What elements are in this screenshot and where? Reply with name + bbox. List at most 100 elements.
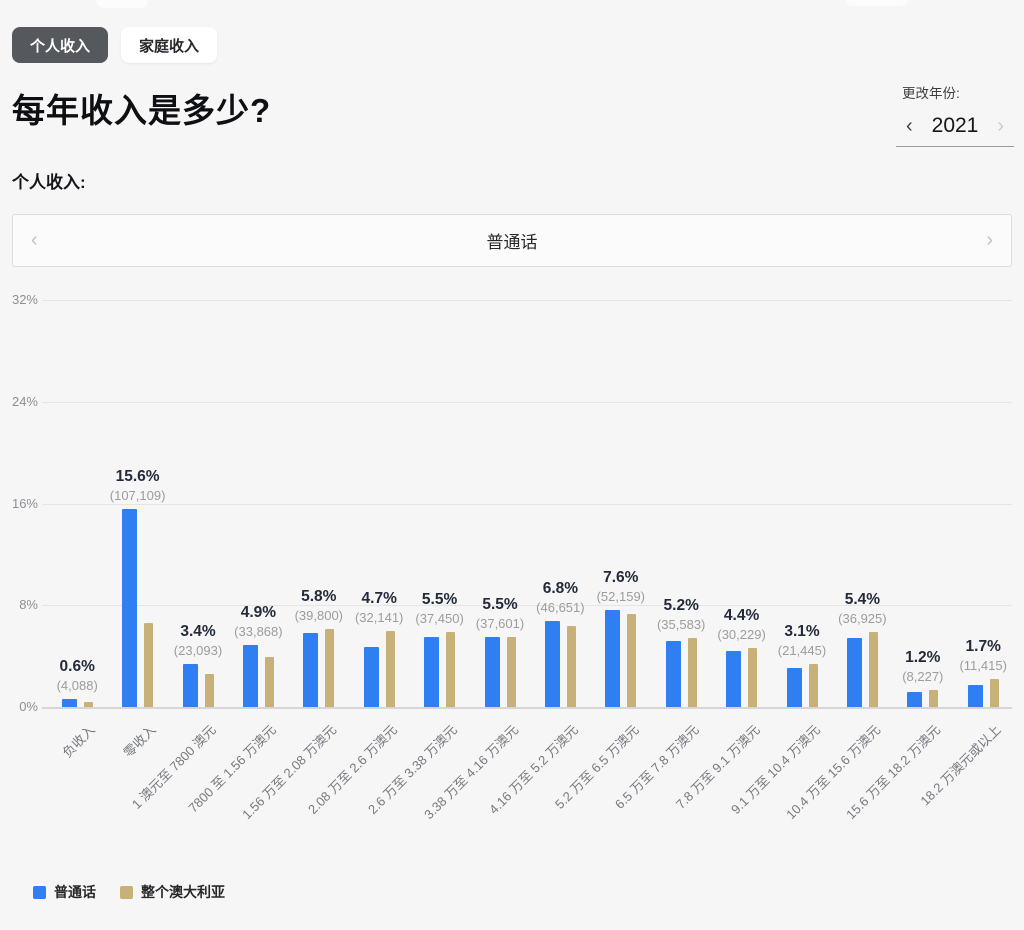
bar-mandarin-2[interactable] bbox=[182, 663, 198, 707]
bar-percent-text: 15.6% bbox=[115, 467, 160, 485]
bar-australia-7[interactable] bbox=[506, 637, 516, 707]
bar-percent-text: 5.4% bbox=[844, 590, 881, 608]
x-axis-label-10: 6.5 万至 7.8 万澳元 bbox=[612, 722, 702, 812]
bar-mandarin-10[interactable] bbox=[665, 640, 681, 707]
bar-count-text: (32,141) bbox=[354, 609, 404, 625]
bar-australia-15[interactable] bbox=[989, 679, 999, 707]
x-axis-label-7: 3.38 万至 4.16 万澳元 bbox=[420, 722, 521, 823]
bar-mandarin-8[interactable] bbox=[544, 620, 560, 707]
carousel-next-button[interactable]: › bbox=[986, 229, 993, 251]
legend-label-mandarin: 普通话 bbox=[54, 884, 96, 900]
bar-mandarin-12[interactable] bbox=[786, 667, 802, 707]
section-label: 个人收入: bbox=[12, 173, 86, 192]
bar-australia-10[interactable] bbox=[687, 638, 697, 707]
bar-value-label-5: 4.7% (32,141) bbox=[314, 588, 444, 626]
bar-australia-9[interactable] bbox=[627, 614, 637, 707]
legend-item-mandarin: 普通话 bbox=[33, 882, 96, 902]
bar-mandarin-9[interactable] bbox=[605, 610, 621, 707]
bar-value-label-4: 5.8% (39,800) bbox=[254, 586, 384, 624]
bar-count-text: (37,450) bbox=[415, 610, 464, 626]
bar-mandarin-11[interactable] bbox=[726, 651, 742, 707]
bar-percent-text: 6.8% bbox=[542, 579, 579, 597]
x-axis-label-2: 1 澳元至 7800 澳元 bbox=[128, 722, 219, 812]
bar-australia-2[interactable] bbox=[204, 673, 214, 707]
bar-mandarin-6[interactable] bbox=[424, 637, 440, 707]
bar-australia-4[interactable] bbox=[325, 629, 335, 707]
bar-value-label-6: 5.5% (37,450) bbox=[375, 589, 505, 627]
legend-swatch-mandarin bbox=[33, 885, 46, 899]
bar-mandarin-13[interactable] bbox=[846, 638, 862, 707]
y-axis-tick-0%: 0% bbox=[19, 699, 38, 714]
bar-australia-3[interactable] bbox=[264, 657, 274, 707]
bar-mandarin-1[interactable] bbox=[122, 508, 138, 707]
income-type-tabs: 个人收入 家庭收入 bbox=[12, 27, 218, 63]
y-axis-tick-8%: 8% bbox=[19, 597, 38, 613]
bar-value-label-9: 7.6% (52,159) bbox=[556, 567, 686, 605]
bar-mandarin-7[interactable] bbox=[484, 637, 500, 707]
x-axis-label-5: 2.08 万至 2.6 万澳元 bbox=[305, 722, 400, 818]
bar-australia-1[interactable] bbox=[144, 623, 154, 707]
bar-australia-13[interactable] bbox=[868, 631, 878, 707]
gridline-8% bbox=[42, 605, 1012, 607]
bar-australia-8[interactable] bbox=[566, 625, 576, 707]
bar-mandarin-15[interactable] bbox=[967, 685, 983, 707]
x-axis-label-11: 7.8 万至 9.1 万澳元 bbox=[672, 722, 763, 812]
bar-count-text: (11,415) bbox=[959, 658, 1007, 674]
gridline-16% bbox=[42, 503, 1012, 505]
year-selector: 更改年份: ‹ 2021 › bbox=[896, 82, 1014, 147]
y-axis-tick-32%: 32% bbox=[11, 292, 38, 307]
bar-mandarin-3[interactable] bbox=[242, 644, 258, 707]
bar-percent-text: 4.7% bbox=[361, 589, 397, 607]
next-year-button[interactable]: › bbox=[997, 115, 1004, 137]
bar-australia-5[interactable] bbox=[385, 630, 395, 707]
cutoff-element-top-right bbox=[846, 0, 908, 6]
bar-percent-text: 4.4% bbox=[723, 607, 760, 625]
bar-percent-text: 5.2% bbox=[663, 597, 699, 615]
year-selector-label: 更改年份: bbox=[902, 86, 960, 101]
bar-australia-12[interactable] bbox=[808, 663, 818, 707]
x-axis-label-1: 零收入 bbox=[120, 722, 159, 761]
x-axis-label-4: 1.56 万至 2.08 万澳元 bbox=[239, 722, 340, 823]
bar-mandarin-5[interactable] bbox=[363, 647, 379, 707]
previous-year-button[interactable]: ‹ bbox=[906, 115, 913, 137]
gridline-32% bbox=[42, 300, 1012, 301]
carousel-selected-value: 普通话 bbox=[486, 233, 538, 252]
bar-percent-text: 4.9% bbox=[240, 603, 277, 621]
bar-count-text: (107,109) bbox=[109, 487, 166, 503]
bar-mandarin-14[interactable] bbox=[907, 691, 923, 707]
x-axis-label-6: 2.6 万至 3.38 万澳元 bbox=[365, 722, 461, 818]
x-axis-label-12: 9.1 万至 10.4 万澳元 bbox=[727, 722, 823, 818]
page-title: 每年收入是多少? bbox=[12, 92, 272, 129]
legend-label-australia: 整个澳大利亚 bbox=[141, 884, 225, 900]
group-carousel: ‹ 普通话 › bbox=[12, 214, 1012, 267]
bar-count-text: (36,925) bbox=[838, 610, 887, 626]
x-axis-label-8: 4.16 万至 5.2 万澳元 bbox=[486, 722, 582, 818]
bar-australia-6[interactable] bbox=[446, 631, 456, 707]
bar-value-label-1: 15.6% (107,109) bbox=[73, 466, 203, 504]
bar-australia-11[interactable] bbox=[748, 648, 758, 707]
cutoff-element-top-left bbox=[96, 0, 148, 8]
bar-percent-text: 5.8% bbox=[301, 588, 337, 606]
bar-percent-text: 1.7% bbox=[965, 638, 1001, 656]
legend-swatch-australia bbox=[120, 885, 133, 899]
chart-legend: 普通话 整个澳大利亚 bbox=[33, 882, 225, 902]
bar-australia-14[interactable] bbox=[929, 690, 939, 707]
x-axis-label-3: 7800 至 1.56 万澳元 bbox=[185, 722, 280, 816]
bar-count-text: (39,800) bbox=[294, 608, 343, 624]
x-axis-label-0: 负收入 bbox=[59, 722, 98, 761]
x-axis-label-9: 5.2 万至 6.5 万澳元 bbox=[551, 722, 642, 812]
bar-value-label-15: 1.7% (11,415) bbox=[918, 636, 1024, 674]
bar-value-label-13: 5.4% (36,925) bbox=[797, 589, 927, 627]
tab-household-income[interactable]: 家庭收入 bbox=[121, 27, 218, 63]
x-axis-label-13: 10.4 万至 15.6 万澳元 bbox=[783, 722, 884, 823]
gridline-24% bbox=[42, 401, 1012, 403]
bar-australia-0[interactable] bbox=[83, 701, 93, 707]
carousel-previous-button[interactable]: ‹ bbox=[31, 229, 38, 251]
legend-item-australia: 整个澳大利亚 bbox=[120, 882, 225, 902]
year-value: 2021 bbox=[931, 114, 979, 137]
tab-personal-income[interactable]: 个人收入 bbox=[12, 27, 109, 63]
bar-mandarin-4[interactable] bbox=[303, 633, 319, 707]
bar-mandarin-0[interactable] bbox=[61, 699, 77, 707]
x-axis-label-15: 18.2 万澳元或以上 bbox=[917, 722, 1004, 809]
